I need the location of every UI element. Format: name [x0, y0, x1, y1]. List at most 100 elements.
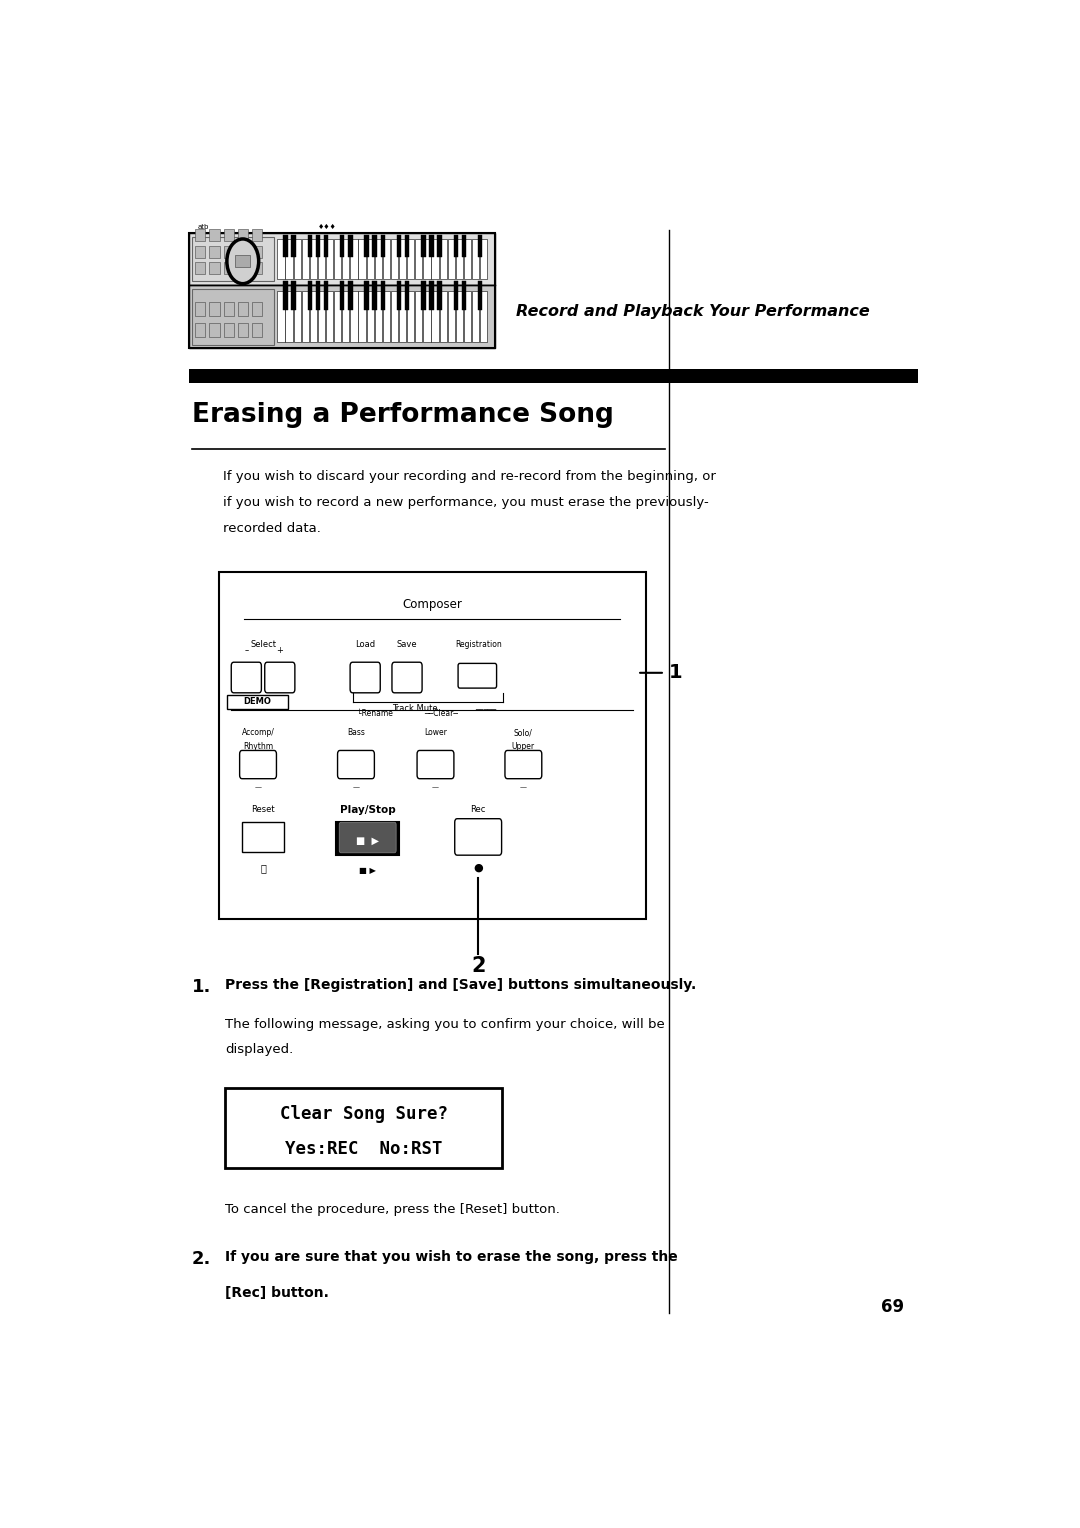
Bar: [407, 238, 415, 278]
Bar: [366, 290, 374, 342]
Bar: [192, 237, 274, 281]
Text: Lower: Lower: [424, 729, 447, 736]
Bar: [227, 695, 288, 709]
Bar: [437, 281, 442, 310]
Bar: [342, 238, 350, 278]
Text: Bass: Bass: [347, 729, 365, 736]
Bar: [477, 235, 483, 257]
Text: Reset: Reset: [252, 805, 275, 813]
Bar: [415, 238, 422, 278]
Text: Select: Select: [251, 640, 276, 649]
Text: —: —: [352, 784, 360, 790]
Text: +: +: [276, 646, 283, 656]
Bar: [294, 238, 301, 278]
FancyBboxPatch shape: [231, 662, 261, 692]
Text: Clear Song Sure?: Clear Song Sure?: [280, 1105, 447, 1123]
Bar: [238, 246, 248, 258]
Bar: [253, 246, 262, 258]
Bar: [253, 263, 262, 274]
Bar: [318, 290, 325, 342]
Bar: [326, 238, 334, 278]
Bar: [464, 238, 471, 278]
Text: Accomp/: Accomp/: [242, 729, 274, 736]
Text: If you are sure that you wish to erase the song, press the: If you are sure that you wish to erase t…: [226, 1250, 678, 1265]
Text: displayed.: displayed.: [226, 1044, 294, 1056]
Bar: [294, 290, 301, 342]
Bar: [350, 238, 357, 278]
Bar: [481, 290, 487, 342]
Bar: [429, 235, 434, 257]
Bar: [415, 290, 422, 342]
Bar: [456, 290, 463, 342]
Text: Save: Save: [396, 640, 417, 649]
Bar: [210, 303, 219, 316]
Bar: [380, 235, 384, 257]
Text: Press the [Registration] and [Save] buttons simultaneously.: Press the [Registration] and [Save] butt…: [226, 978, 697, 992]
Text: └Rename: └Rename: [356, 709, 393, 718]
Bar: [440, 238, 447, 278]
Bar: [461, 281, 467, 310]
Bar: [310, 238, 318, 278]
Bar: [324, 235, 328, 257]
Bar: [431, 238, 438, 278]
Bar: [429, 281, 434, 310]
Bar: [242, 822, 284, 851]
Text: 2.: 2.: [192, 1250, 212, 1268]
FancyBboxPatch shape: [455, 819, 501, 856]
Bar: [292, 235, 296, 257]
Text: Composer: Composer: [402, 597, 462, 611]
Bar: [334, 238, 341, 278]
Bar: [301, 238, 309, 278]
Bar: [407, 290, 415, 342]
Bar: [195, 229, 205, 241]
Bar: [283, 235, 287, 257]
Bar: [380, 281, 384, 310]
Bar: [315, 281, 320, 310]
Bar: [226, 1088, 501, 1167]
Bar: [391, 238, 399, 278]
Bar: [447, 290, 455, 342]
Bar: [238, 229, 248, 241]
Bar: [308, 281, 312, 310]
Text: 1: 1: [669, 663, 683, 683]
Bar: [324, 281, 328, 310]
Bar: [437, 235, 442, 257]
Bar: [189, 370, 918, 384]
Text: –: –: [244, 646, 248, 656]
Bar: [195, 303, 205, 316]
FancyBboxPatch shape: [350, 662, 380, 692]
Bar: [348, 281, 352, 310]
Bar: [224, 229, 233, 241]
Bar: [210, 263, 219, 274]
FancyBboxPatch shape: [265, 662, 295, 692]
Bar: [285, 238, 293, 278]
Bar: [195, 246, 205, 258]
Bar: [399, 238, 406, 278]
Bar: [375, 238, 382, 278]
Bar: [421, 281, 426, 310]
Bar: [431, 290, 438, 342]
Bar: [382, 290, 390, 342]
Bar: [238, 263, 248, 274]
Bar: [278, 290, 284, 342]
FancyBboxPatch shape: [240, 750, 276, 779]
Bar: [350, 290, 357, 342]
Bar: [373, 235, 377, 257]
Bar: [364, 235, 368, 257]
Text: ──Clear─: ──Clear─: [423, 709, 458, 718]
Bar: [189, 232, 495, 348]
Bar: [461, 235, 467, 257]
Text: Track Mute: Track Mute: [392, 704, 437, 712]
Text: ■ ▶: ■ ▶: [360, 866, 376, 876]
Bar: [189, 284, 495, 348]
Bar: [382, 238, 390, 278]
Text: —: —: [432, 784, 438, 790]
Bar: [366, 238, 374, 278]
Bar: [399, 290, 406, 342]
Text: Yes:REC  No:RST: Yes:REC No:RST: [285, 1140, 442, 1158]
Text: if you wish to record a new performance, you must erase the previously-: if you wish to record a new performance,…: [222, 497, 708, 509]
Bar: [396, 235, 401, 257]
Bar: [315, 235, 320, 257]
Text: recorded data.: recorded data.: [222, 523, 321, 535]
Bar: [278, 238, 284, 278]
